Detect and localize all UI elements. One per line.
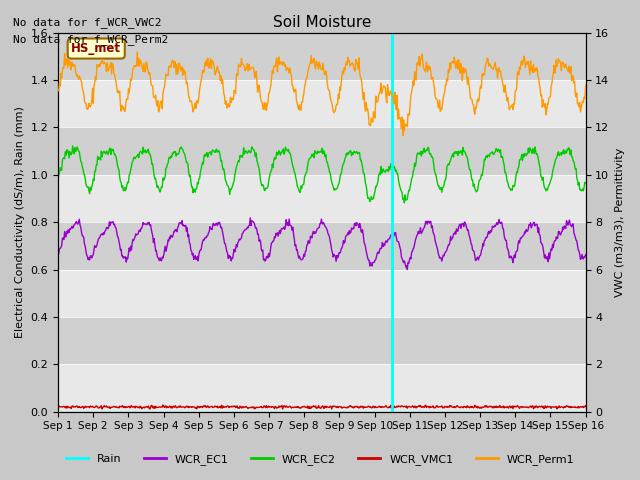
WCR_VMC1 bbox=[64, 404, 72, 409]
WCR_VMC1 bbox=[387, 402, 395, 408]
WCR_Perm1 bbox=[387, 88, 394, 94]
Rain bbox=[401, 409, 409, 415]
WCR_EC1 bbox=[402, 264, 410, 270]
WCR_VMC1 bbox=[582, 403, 589, 409]
Rain bbox=[386, 409, 394, 415]
WCR_EC1 bbox=[64, 230, 72, 236]
WCR_Perm1 bbox=[582, 83, 589, 88]
Rain bbox=[582, 409, 589, 415]
WCR_VMC1 bbox=[146, 406, 154, 412]
Y-axis label: Electrical Conductivity (dS/m), Rain (mm): Electrical Conductivity (dS/m), Rain (mm… bbox=[15, 106, 25, 338]
Bar bbox=[58, 364, 586, 412]
WCR_EC2 bbox=[200, 153, 208, 159]
Bar bbox=[58, 317, 586, 364]
Rain bbox=[200, 409, 207, 415]
WCR_EC2 bbox=[119, 183, 127, 189]
WCR_EC1 bbox=[582, 252, 589, 258]
WCR_EC2 bbox=[172, 153, 180, 159]
Bar bbox=[58, 269, 586, 317]
WCR_EC1 bbox=[172, 227, 179, 232]
WCR_EC1 bbox=[54, 251, 62, 256]
Rain bbox=[64, 409, 72, 415]
Bar bbox=[58, 222, 586, 269]
WCR_VMC1 bbox=[403, 403, 410, 409]
WCR_Perm1 bbox=[118, 103, 125, 108]
WCR_VMC1 bbox=[173, 405, 180, 410]
WCR_Perm1 bbox=[64, 64, 72, 70]
WCR_Perm1 bbox=[403, 122, 410, 128]
WCR_EC1 bbox=[387, 233, 394, 239]
WCR_EC2 bbox=[582, 180, 589, 186]
Bar bbox=[58, 127, 586, 175]
Bar bbox=[58, 175, 586, 222]
WCR_EC2 bbox=[403, 197, 410, 203]
Y-axis label: VWC (m3/m3), Permittivity: VWC (m3/m3), Permittivity bbox=[615, 147, 625, 297]
Line: WCR_EC1: WCR_EC1 bbox=[58, 218, 586, 270]
Text: HS_met: HS_met bbox=[71, 42, 121, 55]
WCR_EC2 bbox=[54, 176, 62, 182]
Line: WCR_Perm1: WCR_Perm1 bbox=[58, 52, 586, 136]
WCR_EC1 bbox=[246, 215, 254, 221]
Bar bbox=[58, 80, 586, 127]
WCR_Perm1 bbox=[200, 69, 208, 75]
Bar bbox=[58, 33, 586, 80]
Rain bbox=[118, 409, 125, 415]
WCR_Perm1 bbox=[133, 49, 141, 55]
Title: Soil Moisture: Soil Moisture bbox=[273, 15, 371, 30]
WCR_Perm1 bbox=[172, 72, 180, 77]
WCR_EC1 bbox=[118, 253, 125, 259]
Line: WCR_VMC1: WCR_VMC1 bbox=[58, 405, 586, 409]
Legend: Rain, WCR_EC1, WCR_EC2, WCR_VMC1, WCR_Perm1: Rain, WCR_EC1, WCR_EC2, WCR_VMC1, WCR_Pe… bbox=[61, 450, 579, 469]
WCR_EC2 bbox=[69, 143, 77, 149]
WCR_EC2 bbox=[401, 200, 408, 206]
WCR_VMC1 bbox=[159, 402, 167, 408]
Text: No data for f_WCR_VWC2: No data for f_WCR_VWC2 bbox=[13, 17, 161, 28]
Rain bbox=[172, 409, 179, 415]
WCR_EC1 bbox=[200, 237, 207, 242]
WCR_EC2 bbox=[387, 163, 394, 169]
Line: WCR_EC2: WCR_EC2 bbox=[58, 146, 586, 203]
WCR_VMC1 bbox=[54, 405, 62, 410]
WCR_EC2 bbox=[64, 150, 72, 156]
WCR_VMC1 bbox=[118, 403, 125, 409]
Rain bbox=[54, 409, 62, 415]
Text: No data for f_WCR_Perm2: No data for f_WCR_Perm2 bbox=[13, 34, 168, 45]
WCR_Perm1 bbox=[399, 133, 407, 139]
WCR_Perm1 bbox=[54, 88, 62, 94]
WCR_EC1 bbox=[403, 267, 411, 273]
WCR_VMC1 bbox=[201, 403, 209, 408]
